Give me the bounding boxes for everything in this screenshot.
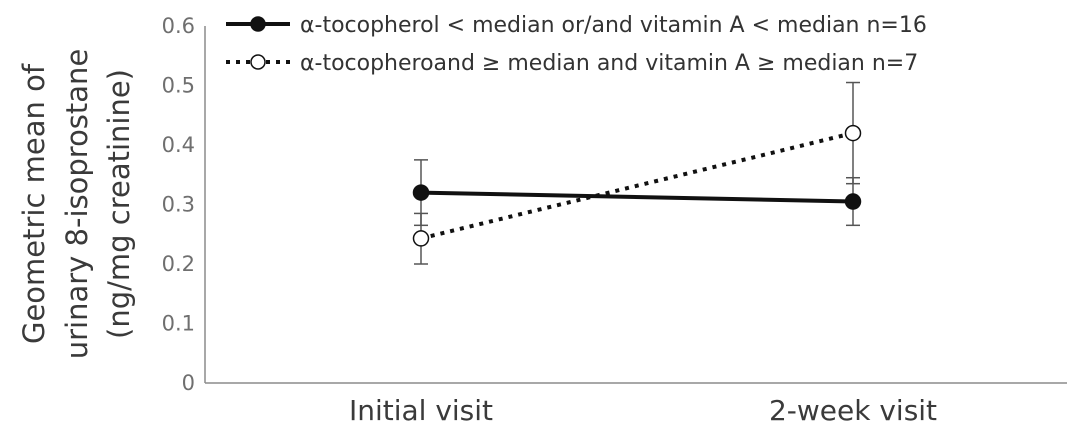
y-tick-label: 0.3	[162, 193, 195, 217]
x-tick-label: 2-week visit	[769, 394, 937, 427]
legend-label-series-1: α-tocopherol < median or/and vitamin A <…	[300, 13, 927, 38]
legend-swatch-marker	[250, 54, 266, 70]
y-axis-label-line-2: urinary 8-isoprostane	[60, 49, 94, 360]
y-tick-label: 0.4	[162, 133, 195, 157]
x-tick-labels: Initial visit 2-week visit	[349, 394, 937, 427]
data-point	[844, 124, 862, 142]
axes	[204, 26, 1067, 384]
data-point	[412, 230, 430, 247]
legend-swatch-marker	[250, 16, 266, 32]
series-group	[412, 81, 862, 265]
series-line	[420, 131, 854, 241]
data-point	[412, 184, 430, 201]
y-tick-label: 0.5	[162, 74, 195, 98]
y-tick-label: 0.2	[162, 252, 195, 276]
y-axis-label-line-3: (ng/mg creatinine)	[102, 69, 136, 339]
x-tick-label: Initial visit	[349, 394, 493, 427]
y-axis-label-line-1: Geometric mean of	[17, 63, 51, 344]
y-tick-label: 0.1	[162, 312, 195, 336]
y-tick-labels: 0 0.1 0.2 0.3 0.4 0.5 0.6	[162, 14, 195, 395]
legend: α-tocopherol < median or/and vitamin A <…	[226, 13, 927, 76]
data-point	[844, 193, 862, 210]
series-2	[412, 81, 862, 265]
y-tick-label: 0.6	[162, 14, 195, 38]
series-line	[420, 190, 854, 204]
series-1	[412, 159, 862, 227]
legend-label-series-2: α-tocopheroand ≥ median and vitamin A ≥ …	[300, 51, 918, 76]
y-tick-label: 0	[182, 371, 195, 395]
y-axis-label: Geometric mean of urinary 8-isoprostane …	[17, 49, 136, 360]
